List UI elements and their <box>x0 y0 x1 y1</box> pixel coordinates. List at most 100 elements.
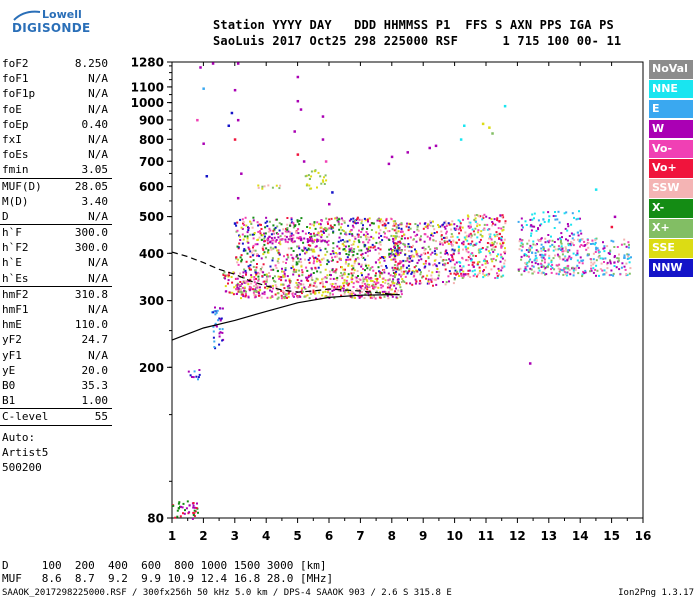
echo-point <box>478 224 481 227</box>
echo-point <box>243 235 246 238</box>
echo-point <box>183 512 186 515</box>
echo-point <box>365 247 368 250</box>
echo-point <box>418 237 421 240</box>
echo-point <box>414 234 417 237</box>
echo-point <box>362 256 365 259</box>
echo-point <box>336 260 339 263</box>
echo-point <box>441 243 444 246</box>
echo-point <box>609 259 611 262</box>
echo-point <box>265 273 268 276</box>
echo-point <box>453 272 456 275</box>
echo-point <box>550 261 553 264</box>
echo-point <box>278 278 281 280</box>
echo-point <box>324 276 327 279</box>
param-key: foF1 <box>2 72 29 86</box>
echo-point <box>388 255 391 258</box>
echo-point <box>362 241 365 244</box>
echo-point <box>407 257 410 260</box>
echo-point <box>405 266 408 269</box>
echo-point <box>576 253 579 256</box>
header-line2: SaoLuis 2017 Oct25 298 225000 RSF 1 715 … <box>213 34 622 48</box>
echo-point <box>520 249 523 252</box>
echo-point <box>400 267 402 270</box>
echo-point <box>181 506 184 509</box>
param-value: 1.00 <box>81 394 109 408</box>
echo-point <box>606 261 609 264</box>
echo-point <box>246 280 249 283</box>
echo-point <box>474 243 477 246</box>
echo-point <box>434 144 438 148</box>
echo-point <box>397 252 399 255</box>
echo-point <box>504 247 506 250</box>
echo-point <box>275 218 278 221</box>
echo-point <box>252 219 255 222</box>
echo-point <box>462 265 465 268</box>
y-tick-label: 500 <box>139 210 164 224</box>
echo-point <box>427 257 430 260</box>
echo-point <box>584 271 587 274</box>
echo-point <box>398 249 401 252</box>
echo-point <box>400 289 403 292</box>
param-key: foF2 <box>2 57 29 70</box>
echo-point <box>279 184 282 187</box>
echo-point <box>479 251 482 253</box>
echo-point <box>549 245 552 248</box>
echo-point <box>352 243 355 246</box>
echo-point <box>324 247 327 250</box>
echo-point <box>382 269 385 272</box>
echo-point <box>327 239 330 242</box>
echo-point <box>240 226 243 229</box>
echo-point <box>353 240 356 243</box>
echo-point <box>253 290 256 293</box>
echo-point <box>172 504 175 507</box>
echo-point <box>417 229 420 232</box>
echo-point <box>340 285 343 288</box>
echo-point <box>352 292 355 295</box>
echo-point <box>235 293 238 295</box>
echo-point <box>192 376 195 379</box>
echo-point <box>350 281 353 284</box>
echo-point <box>547 234 550 236</box>
echo-point <box>409 282 412 285</box>
echo-point <box>387 291 390 294</box>
param-row: h`F2 300.0 <box>0 240 112 255</box>
echo-point <box>544 241 547 244</box>
echo-point <box>300 290 303 293</box>
echo-point <box>281 270 284 273</box>
echo-point <box>610 269 613 272</box>
echo-point <box>439 225 442 228</box>
echo-point <box>406 237 409 240</box>
echo-point <box>575 218 578 221</box>
echo-point <box>476 225 479 228</box>
echo-point <box>529 248 532 251</box>
echo-point <box>362 268 364 270</box>
echo-point <box>520 255 523 258</box>
echo-point <box>437 224 439 226</box>
echo-point <box>581 275 584 278</box>
echo-point <box>366 288 369 291</box>
echo-point <box>320 236 323 239</box>
echo-point <box>307 258 310 261</box>
echo-point <box>281 238 284 240</box>
echo-point <box>419 273 422 276</box>
echo-point <box>389 284 392 287</box>
echo-point <box>427 223 429 226</box>
echo-point <box>468 269 471 272</box>
echo-point <box>312 284 315 287</box>
echo-point <box>617 259 620 262</box>
echo-point <box>592 263 595 266</box>
echo-point <box>481 218 484 221</box>
echo-point <box>474 227 477 230</box>
echo-point <box>384 227 387 230</box>
echo-point <box>336 276 339 279</box>
echo-point <box>433 250 436 253</box>
echo-point <box>442 281 444 283</box>
echo-point <box>365 285 367 287</box>
echo-point <box>328 218 331 221</box>
echo-point <box>320 226 323 229</box>
echo-point <box>370 229 373 231</box>
echo-point <box>404 237 406 240</box>
param-value: N/A <box>88 348 108 362</box>
echo-point <box>338 236 341 239</box>
echo-point <box>406 272 409 275</box>
